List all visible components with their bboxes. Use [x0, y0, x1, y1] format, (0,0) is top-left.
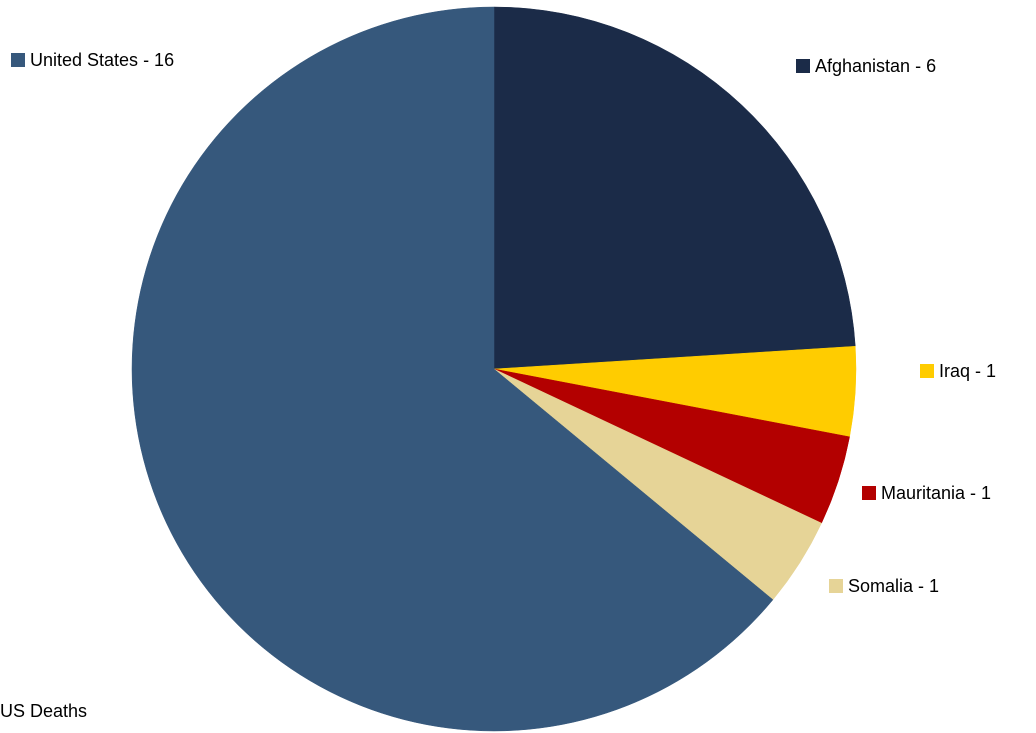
slice-label: United States - 16	[30, 50, 174, 70]
slice-labels: Afghanistan - 6 Iraq - 1 Mauritania - 1 Som…	[11, 50, 996, 596]
pie-slice	[493, 6, 856, 370]
pie-slices	[131, 6, 857, 732]
legend-swatch	[829, 579, 843, 593]
legend-swatch	[920, 364, 934, 378]
slice-label: Somalia - 1	[848, 576, 939, 596]
legend-swatch	[796, 59, 810, 73]
legend-swatch	[11, 53, 25, 67]
pie-slice	[131, 6, 774, 732]
slice-label: Mauritania - 1	[881, 483, 991, 503]
slice-label: Iraq - 1	[939, 361, 996, 381]
footer-label: US Deaths	[0, 701, 88, 721]
slice-label: Afghanistan - 6	[815, 56, 936, 76]
legend-swatch	[862, 486, 876, 500]
